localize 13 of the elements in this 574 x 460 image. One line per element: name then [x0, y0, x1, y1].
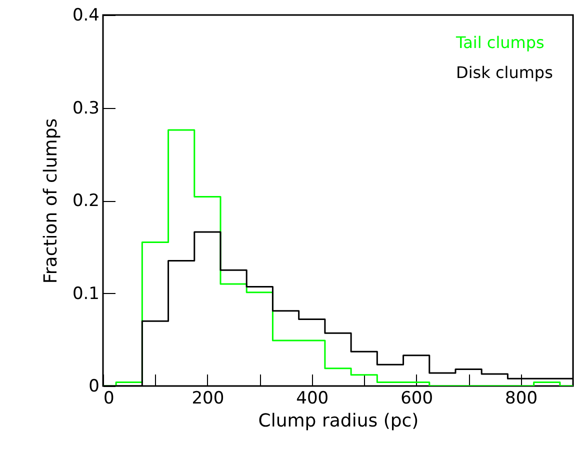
- y-tick-label: 0.4: [72, 6, 100, 26]
- y-axis-title: Fraction of clumps: [40, 118, 62, 284]
- y-tick-label: 0.1: [72, 284, 100, 304]
- text: Disk clumps: [456, 63, 553, 82]
- x-tick-label: 800: [505, 388, 538, 408]
- x-tick-label: 200: [192, 388, 224, 408]
- y-tick-label: 0.2: [72, 191, 100, 211]
- x-axis-title: Clump radius (pc): [258, 410, 419, 432]
- x-tick-label: 0: [104, 388, 114, 408]
- text: Tail clumps: [455, 33, 544, 52]
- x-tick-label: 400: [296, 388, 329, 408]
- y-tick-label: 0.3: [72, 98, 100, 118]
- x-tick-label: 600: [400, 388, 434, 408]
